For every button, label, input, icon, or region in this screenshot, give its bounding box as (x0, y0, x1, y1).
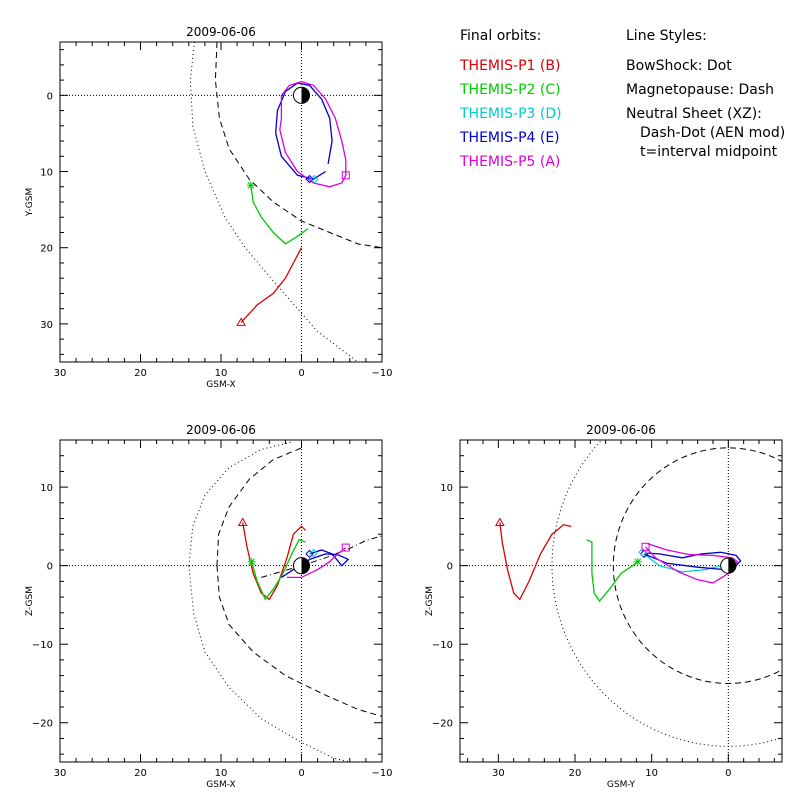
start-marker-2 (633, 557, 642, 566)
x-tick-label: 30 (54, 368, 67, 379)
legend-style-magnetopause: Magnetopause: Dash (626, 82, 774, 98)
plot-frame (459, 439, 783, 763)
x-tick-label: 30 (54, 768, 67, 779)
orbit-line-p2 (586, 539, 639, 603)
legend-style-neutral-sheet: Neutral Sheet (XZ): (626, 106, 762, 122)
legend-orbits-title: Final orbits: (460, 28, 541, 44)
orbit-line-p2 (250, 185, 309, 245)
orbit-line-p4 (643, 551, 742, 571)
y-tick-label: −20 (32, 719, 53, 730)
start-marker-1 (237, 517, 248, 526)
plot-area (460, 440, 782, 762)
start-marker-4 (638, 548, 647, 557)
magnetopause-line (216, 447, 302, 566)
magnetopause-line (214, 42, 382, 249)
y-axis-label: Z-GSM (425, 586, 435, 616)
start-marker-5 (341, 171, 350, 180)
legend-probe-p3: THEMIS-P3 (D) (459, 106, 562, 122)
start-marker-4 (310, 174, 319, 184)
y-tick-label: 10 (40, 168, 53, 179)
earth-night-side (301, 87, 310, 104)
start-marker-2 (247, 557, 256, 566)
legend: Final orbits: THEMIS-P1 (B) THEMIS-P2 (C… (459, 28, 785, 170)
bowshock-circle (551, 440, 782, 747)
legend-style-dash-dot: Dash-Dot (AEN mod) (640, 125, 785, 141)
y-tick-label: 0 (47, 91, 53, 102)
earth-night-side (728, 557, 736, 574)
y-tick-label: 0 (47, 562, 53, 573)
y-axis-label: Y-GSM (25, 188, 35, 217)
x-tick-label: 10 (215, 368, 228, 379)
start-marker-5 (641, 542, 650, 551)
x-tick-label: 10 (215, 768, 228, 779)
x-tick-label: −10 (371, 768, 392, 779)
orbit-panel-1: 30 20 10 0 −10 0 10 20 30 2009-06-06 GSM-X Y-GSM (25, 25, 393, 390)
y-tick-label: 30 (40, 320, 53, 331)
panel-title: 2009-06-06 (186, 423, 256, 437)
start-marker-3 (305, 549, 314, 559)
bowshock-line-lower (188, 565, 350, 762)
start-marker-3 (639, 549, 649, 559)
panel-title: 2009-06-06 (586, 423, 656, 437)
y-tick-label: −10 (432, 640, 453, 651)
start-marker-2 (246, 181, 255, 190)
plot-area (60, 440, 382, 762)
legend-probe-p1: THEMIS-P1 (B) (459, 58, 560, 74)
neutral-sheet-line (261, 535, 382, 578)
panel-title: 2009-06-06 (186, 25, 256, 39)
bowshock-line (189, 42, 359, 362)
legend-probe-p4: THEMIS-P4 (E) (459, 130, 560, 146)
legend-probe-p5: THEMIS-P5 (A) (459, 154, 560, 170)
x-tick-label: 30 (492, 768, 505, 779)
orbit-panel-2: 30 20 10 0 −10 10 0 −10 −20 2009-06-06 GSM-X Z-GSM (25, 423, 393, 790)
y-axis-label: Z-GSM (25, 586, 35, 616)
orbit-line-p4 (275, 82, 333, 180)
start-marker-1 (236, 317, 246, 326)
panels-group: 30 20 10 0 −10 0 10 20 30 2009-06-06 GSM-X Y-GSM 30 2… (25, 25, 783, 790)
orbit-line-p5 (287, 547, 347, 579)
x-tick-label: 10 (645, 768, 658, 779)
magnetopause-circle (612, 447, 782, 684)
orbit-line-p2 (250, 538, 306, 601)
x-tick-label: 20 (134, 368, 147, 379)
start-marker-5 (341, 543, 350, 552)
plot-area (60, 42, 382, 362)
y-tick-label: −10 (32, 640, 53, 651)
orbit-line-p5 (279, 80, 347, 188)
x-tick-label: −10 (371, 368, 392, 379)
y-tick-label: −20 (432, 719, 453, 730)
x-axis-label: GSM-X (206, 780, 235, 790)
start-marker-1 (495, 517, 505, 526)
legend-styles-title: Line Styles: (626, 28, 707, 44)
bowshock-line (188, 441, 294, 566)
x-tick-label: 0 (725, 768, 731, 779)
y-tick-label: 10 (40, 483, 53, 494)
legend-style-interval: t=interval midpoint (640, 144, 778, 160)
x-axis-label: GSM-X (206, 380, 235, 390)
orbit-line-p1 (240, 247, 303, 323)
plot-frame (59, 41, 383, 363)
start-marker-4 (309, 548, 318, 558)
x-tick-label: 20 (134, 768, 147, 779)
orbit-line-p1 (499, 522, 572, 601)
x-tick-label: 20 (569, 768, 582, 779)
y-tick-label: 10 (440, 483, 453, 494)
legend-style-bowshock: BowShock: Dot (626, 58, 732, 74)
legend-probe-p2: THEMIS-P2 (C) (459, 82, 561, 98)
orbit-panel-3: 30 20 10 0 10 0 −10 −20 2009-06-06 GSM-Y Z-GSM (425, 423, 783, 790)
x-axis-label: GSM-Y (607, 780, 636, 790)
magnetopause-line-lower (216, 565, 382, 717)
y-tick-label: 0 (447, 562, 453, 573)
earth-night-side (301, 557, 310, 574)
x-tick-label: 0 (298, 768, 304, 779)
x-tick-label: 0 (298, 368, 304, 379)
y-tick-label: 20 (40, 244, 53, 255)
